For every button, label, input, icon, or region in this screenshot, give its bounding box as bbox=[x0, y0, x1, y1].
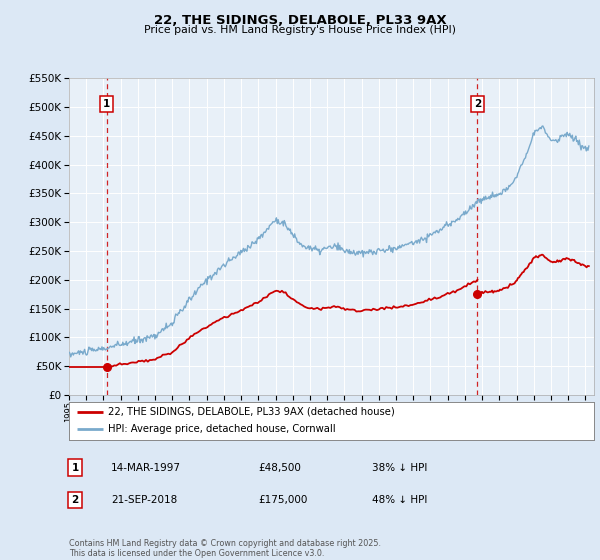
Text: 22, THE SIDINGS, DELABOLE, PL33 9AX: 22, THE SIDINGS, DELABOLE, PL33 9AX bbox=[154, 14, 446, 27]
Text: 2: 2 bbox=[71, 495, 79, 505]
Text: 14-MAR-1997: 14-MAR-1997 bbox=[111, 463, 181, 473]
Text: £175,000: £175,000 bbox=[258, 495, 307, 505]
Text: 21-SEP-2018: 21-SEP-2018 bbox=[111, 495, 177, 505]
Text: Price paid vs. HM Land Registry's House Price Index (HPI): Price paid vs. HM Land Registry's House … bbox=[144, 25, 456, 35]
Text: £48,500: £48,500 bbox=[258, 463, 301, 473]
Text: 1: 1 bbox=[103, 99, 110, 109]
Text: 38% ↓ HPI: 38% ↓ HPI bbox=[372, 463, 427, 473]
Text: 22, THE SIDINGS, DELABOLE, PL33 9AX (detached house): 22, THE SIDINGS, DELABOLE, PL33 9AX (det… bbox=[109, 407, 395, 417]
Text: 48% ↓ HPI: 48% ↓ HPI bbox=[372, 495, 427, 505]
Text: 2: 2 bbox=[474, 99, 481, 109]
Text: HPI: Average price, detached house, Cornwall: HPI: Average price, detached house, Corn… bbox=[109, 424, 336, 435]
Text: Contains HM Land Registry data © Crown copyright and database right 2025.
This d: Contains HM Land Registry data © Crown c… bbox=[69, 539, 381, 558]
Text: 1: 1 bbox=[71, 463, 79, 473]
